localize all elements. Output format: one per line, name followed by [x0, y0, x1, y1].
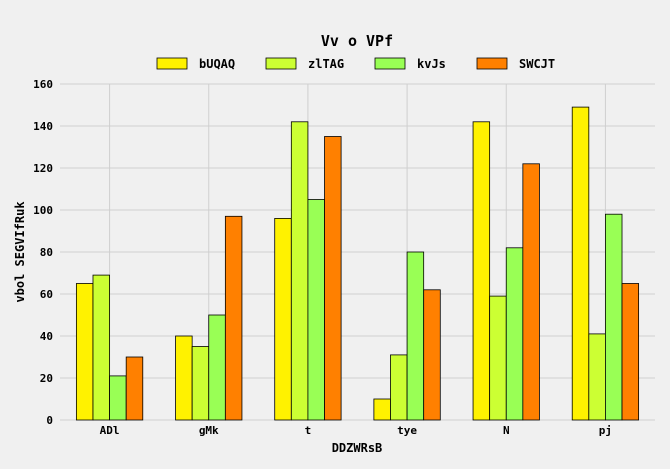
- y-tick-label: 20: [40, 372, 53, 385]
- bar-zlTAG-gMk: [191, 346, 210, 421]
- chart-title: Vv o VPf: [321, 32, 393, 50]
- bars: [75, 106, 640, 421]
- y-tick-label: 140: [33, 120, 53, 133]
- bar-kvJs-gMk: [208, 314, 226, 421]
- bar-kvJs-tye: [406, 251, 425, 421]
- bar-SWCJT-tye: [423, 289, 441, 421]
- y-tick-label: 100: [33, 204, 53, 217]
- bar-zlTAG-N: [489, 295, 507, 421]
- y-tick-label: 0: [46, 414, 53, 427]
- y-tick-label: 120: [33, 162, 53, 175]
- x-axis-label: DDZWRsB: [332, 441, 383, 455]
- legend-swatch: [265, 57, 297, 70]
- legend-entry: bUQAQ: [199, 57, 235, 71]
- x-tick-label: gMk: [199, 424, 219, 437]
- bar-zlTAG-t: [290, 121, 309, 421]
- bar-bUQAQ-t: [274, 217, 292, 421]
- legend-entry: zlTAG: [308, 57, 344, 71]
- y-axis-ticks: 0 20 40 60 80 100 120 140 160: [33, 78, 53, 427]
- bar-SWCJT-gMk: [224, 215, 243, 421]
- x-tick-label: tye: [397, 424, 417, 437]
- bar-bUQAQ-ADl: [75, 283, 94, 421]
- bar-kvJs-ADl: [109, 375, 127, 421]
- bar-zlTAG-pj: [588, 333, 606, 421]
- bar-zlTAG-tye: [390, 354, 408, 421]
- bar-kvJs-pj: [605, 213, 623, 421]
- x-tick-label: t: [305, 424, 312, 437]
- bar-bUQAQ-tye: [373, 398, 391, 421]
- bar-SWCJT-pj: [621, 283, 640, 421]
- legend-entry: SWCJT: [519, 57, 555, 71]
- y-tick-label: 80: [40, 246, 53, 259]
- bar-zlTAG-ADl: [92, 274, 110, 421]
- legend-swatch: [374, 57, 406, 70]
- y-tick-label: 40: [40, 330, 53, 343]
- y-axis-label: vbol SEGVIfRuk: [13, 201, 27, 303]
- bar-SWCJT-N: [522, 163, 540, 421]
- bar-SWCJT-ADl: [125, 356, 144, 421]
- bar-kvJs-N: [505, 247, 524, 421]
- bar-bUQAQ-gMk: [175, 335, 193, 421]
- bar-kvJs-t: [307, 199, 325, 421]
- x-tick-label: N: [503, 424, 510, 437]
- bar-bUQAQ-pj: [571, 106, 590, 421]
- legend-swatch: [156, 57, 188, 70]
- legend-entry: kvJs: [417, 57, 446, 71]
- y-tick-label: 60: [40, 288, 53, 301]
- legend-swatch: [476, 57, 508, 70]
- y-tick-label: 160: [33, 78, 53, 91]
- bar-bUQAQ-N: [472, 121, 491, 421]
- legend: bUQAQ zlTAG kvJs SWCJT: [156, 57, 555, 71]
- gridlines: [60, 83, 655, 421]
- x-tick-label: ADl: [100, 424, 120, 437]
- x-tick-label: pj: [599, 424, 612, 437]
- bar-SWCJT-t: [324, 136, 342, 421]
